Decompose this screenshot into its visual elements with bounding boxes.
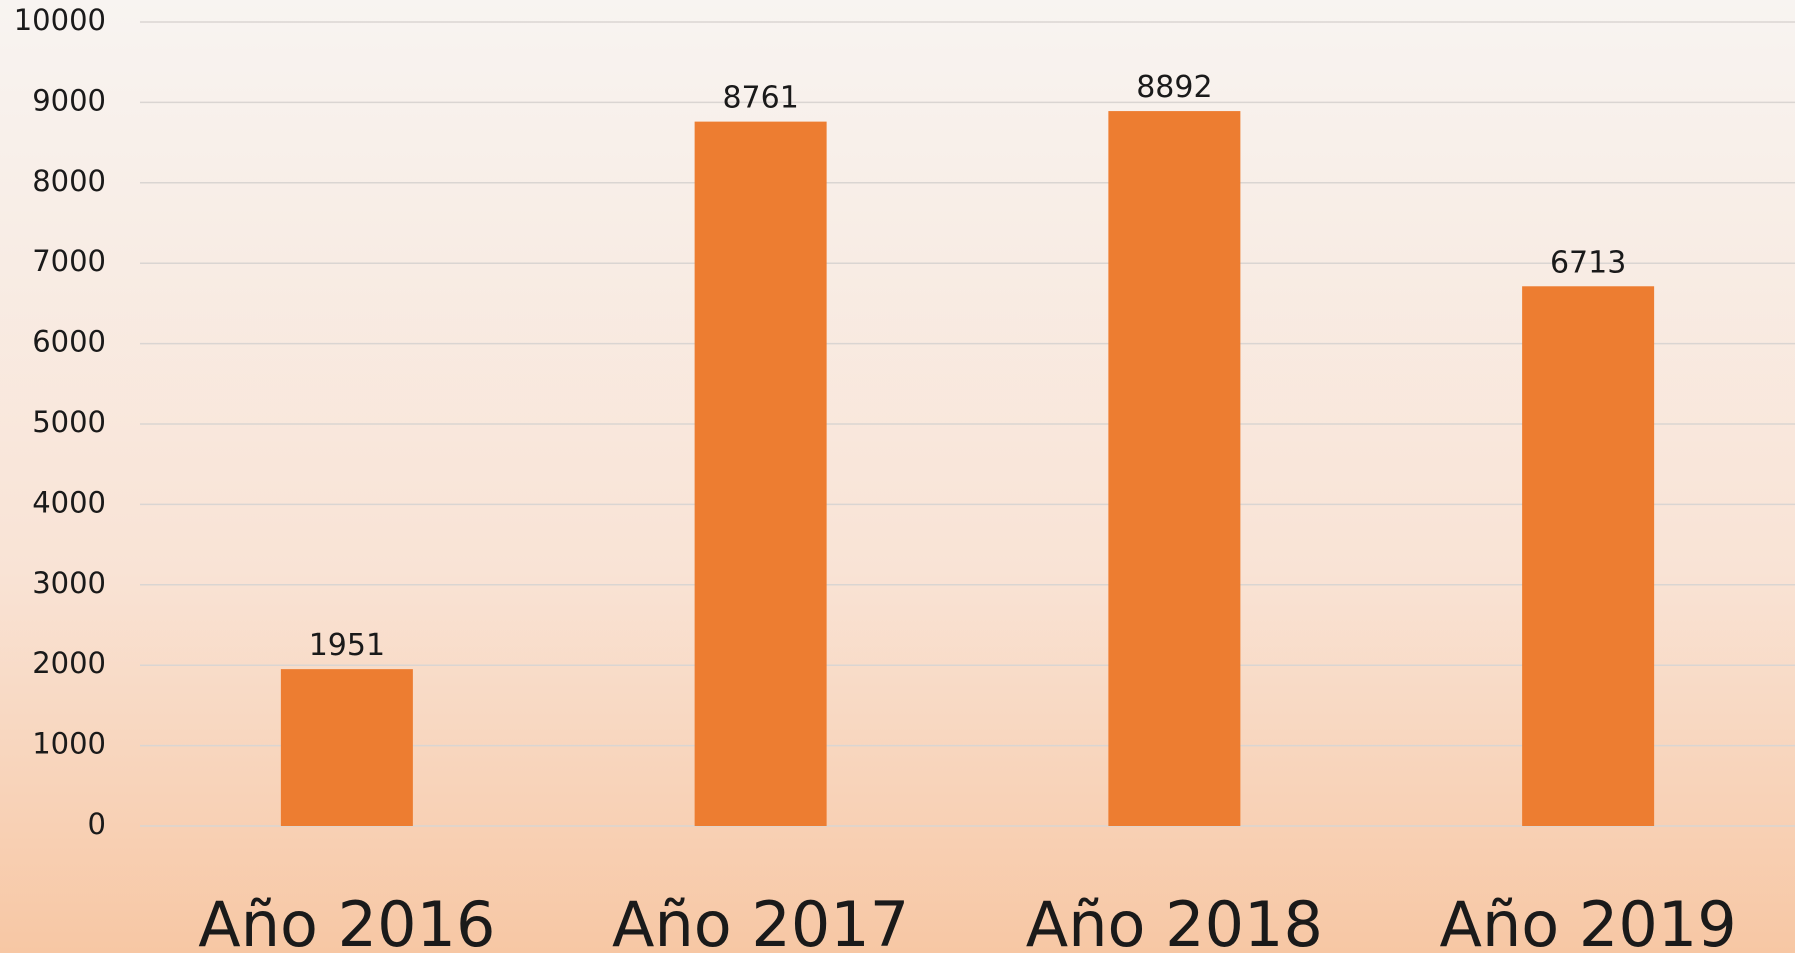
y-tick-label: 8000	[32, 164, 106, 198]
y-tick-label: 7000	[32, 244, 106, 278]
y-tick-label: 2000	[32, 646, 106, 680]
y-tick-label: 10000	[14, 3, 106, 37]
y-tick-label: 1000	[32, 727, 106, 761]
data-label: 6713	[1550, 245, 1626, 280]
x-tick-label: Año 2018	[1026, 888, 1323, 953]
bar	[1108, 111, 1241, 827]
bar	[1522, 286, 1655, 827]
y-tick-label: 9000	[32, 83, 106, 117]
x-tick-label: Año 2016	[198, 888, 495, 953]
data-label: 8892	[1136, 70, 1212, 105]
bar	[280, 669, 413, 826]
y-tick-label: 6000	[32, 325, 106, 359]
bar	[694, 121, 827, 826]
y-tick-label: 0	[88, 807, 106, 841]
data-label: 1951	[309, 628, 385, 663]
data-label: 8761	[722, 81, 798, 116]
y-tick-label: 4000	[32, 485, 106, 519]
x-tick-label: Año 2017	[612, 888, 909, 953]
x-tick-label: Año 2019	[1440, 888, 1737, 953]
y-tick-label: 3000	[32, 566, 106, 600]
y-tick-label: 5000	[32, 405, 106, 439]
